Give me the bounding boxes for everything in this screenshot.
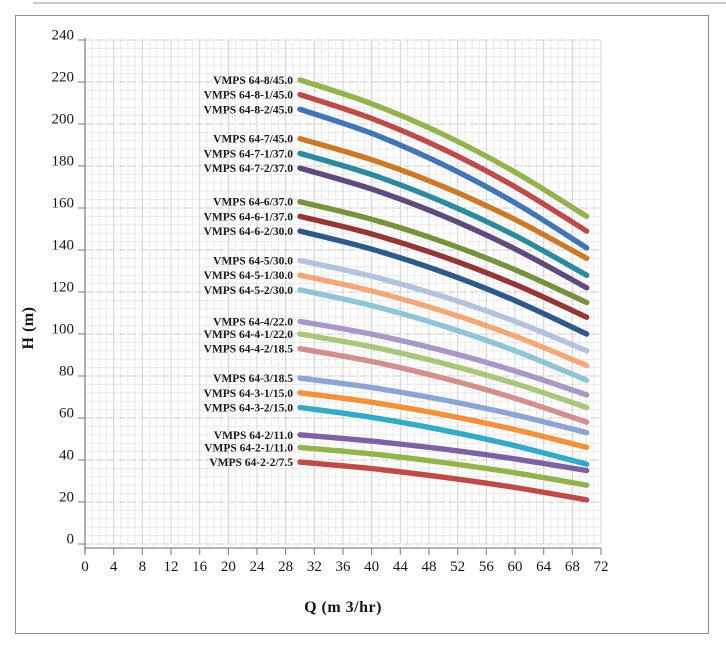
series-label: VMPS 64-7/45.0: [213, 134, 293, 146]
x-tick-label: 48: [422, 559, 437, 575]
x-tick-label: 28: [278, 559, 293, 575]
x-tick-label: 52: [450, 559, 465, 575]
x-tick-label: 16: [192, 559, 208, 575]
series-curve: [297, 228, 590, 337]
series-curve: [297, 91, 590, 234]
series-label: VMPS 64-7-1/37.0: [204, 148, 294, 160]
y-tick-label: 60: [59, 405, 74, 421]
series-curve: [297, 272, 590, 369]
series-labels: VMPS 64-8/45.0 VMPS 64-8-1/45.0 VMPS 64-8-…: [204, 75, 294, 469]
x-tick-label: 20: [221, 559, 236, 575]
y-tick-label: 120: [52, 279, 75, 295]
x-tick-label: 12: [164, 559, 179, 575]
series-curve: [297, 331, 590, 411]
series-label: VMPS 64-8-2/45.0: [204, 104, 294, 116]
x-tick-label: 56: [479, 559, 495, 575]
series-curve: [297, 287, 590, 383]
series-label: VMPS 64-4-1/22.0: [204, 329, 294, 341]
series-curve: [297, 77, 590, 220]
x-tick-label: 32: [307, 559, 322, 575]
series-curve: [297, 390, 590, 451]
x-tick-label: 8: [139, 559, 147, 575]
series-curve: [297, 375, 590, 436]
series-curve: [297, 346, 590, 425]
series-curve: [297, 213, 590, 320]
series-label: VMPS 64-2-1/11.0: [204, 442, 293, 454]
y-tick-label: 20: [59, 489, 74, 505]
series-label: VMPS 64-5/30.0: [213, 256, 293, 268]
y-tick-label: 140: [52, 237, 75, 253]
series-curve: [297, 459, 590, 503]
x-tick-label: 40: [364, 559, 379, 575]
x-tick-label: 60: [508, 559, 523, 575]
series-label: VMPS 64-3-2/15.0: [204, 403, 294, 415]
series-curve: [297, 444, 590, 488]
axes: [78, 38, 602, 555]
series-label: VMPS 64-6-1/37.0: [204, 211, 294, 223]
x-tick-label: 24: [250, 559, 266, 575]
series-label: VMPS 64-8-1/45.0: [204, 90, 294, 102]
top-divider-line: [33, 2, 726, 4]
x-tick-label: 0: [81, 559, 89, 575]
y-tick-label: 160: [52, 195, 75, 211]
y-tick-label: 180: [52, 153, 75, 169]
series-label: VMPS 64-7-2/37.0: [204, 163, 294, 175]
series-curve: [297, 150, 590, 278]
series-label: VMPS 64-2-2/7.5: [209, 457, 293, 469]
x-tick-label: 44: [393, 559, 409, 575]
y-tick-label: 40: [59, 447, 74, 463]
series-label: VMPS 64-4/22.0: [213, 316, 293, 328]
series-label: VMPS 64-5-2/30.0: [204, 285, 294, 297]
series-curve: [297, 136, 590, 262]
y-tick-label: 220: [52, 69, 75, 85]
series-curve: [297, 199, 590, 306]
x-tick-label: 72: [594, 559, 609, 575]
series-label: VMPS 64-4-2/18.5: [204, 344, 294, 356]
y-tick-label: 240: [52, 27, 75, 43]
series-curve: [297, 165, 590, 291]
series-label: VMPS 64-2/11.0: [214, 430, 293, 442]
series-label: VMPS 64-6-2/30.0: [204, 226, 294, 238]
series-curves: [297, 77, 590, 503]
x-tick-label: 68: [565, 559, 580, 575]
series-curve: [297, 257, 590, 354]
y-tick-label: 80: [59, 363, 74, 379]
y-tick-label: 200: [52, 111, 75, 127]
series-label: VMPS 64-3/18.5: [213, 373, 293, 385]
x-tick-label: 64: [536, 559, 552, 575]
x-tick-label: 36: [336, 559, 352, 575]
series-curve: [297, 404, 590, 467]
series-label: VMPS 64-8/45.0: [213, 75, 293, 87]
y-tick-label: 0: [67, 531, 75, 547]
series-label: VMPS 64-3-1/15.0: [204, 388, 294, 400]
y-tick-label: 100: [52, 321, 75, 337]
x-axis-title: Q (m 3/hr): [304, 599, 382, 616]
series-curve: [297, 318, 590, 398]
series-label: VMPS 64-6/37.0: [213, 197, 293, 209]
x-tick-label: 4: [110, 559, 118, 575]
series-curve: [297, 106, 590, 251]
y-axis-title: H (m): [20, 306, 37, 350]
series-curve: [297, 432, 590, 474]
series-label: VMPS 64-5-1/30.0: [204, 270, 294, 282]
